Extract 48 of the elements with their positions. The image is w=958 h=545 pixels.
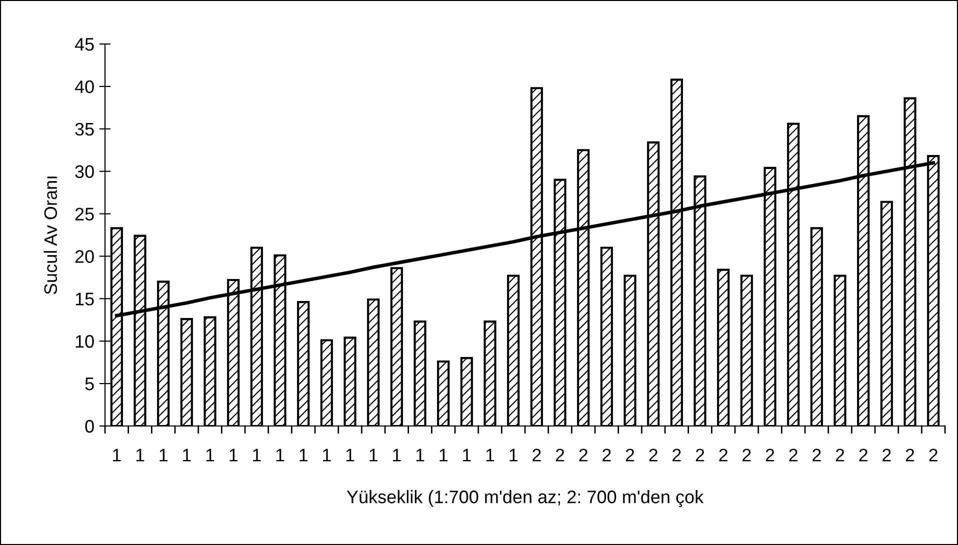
x-tick-label: 2 xyxy=(859,448,868,462)
x-tick-label: 1 xyxy=(230,448,238,462)
y-tick-label: 10 xyxy=(76,335,94,348)
x-tick-label: 2 xyxy=(532,448,541,462)
x-tick-label: 1 xyxy=(323,448,331,462)
x-tick-label: 2 xyxy=(766,448,774,462)
x-tick-label: 1 xyxy=(160,448,168,462)
x-tick-label: 2 xyxy=(602,448,611,462)
x-tick-label: 1 xyxy=(276,448,284,462)
x-tick-label: 2 xyxy=(929,448,938,462)
y-tick-label: 20 xyxy=(75,250,94,263)
x-tick-label: 2 xyxy=(579,448,588,462)
x-tick-label: 2 xyxy=(696,448,704,462)
x-tick-label: 2 xyxy=(789,448,798,462)
x-tick-label: 2 xyxy=(556,448,564,462)
x-tick-label: 2 xyxy=(649,448,658,462)
x-tick-label: 2 xyxy=(742,448,751,462)
y-axis-title: Sucul Av Oranı xyxy=(44,176,58,294)
x-tick-label: 1 xyxy=(183,448,191,462)
x-tick-label: 1 xyxy=(463,448,471,462)
x-tick-label: 2 xyxy=(719,448,728,462)
x-tick-label: 1 xyxy=(136,448,144,462)
x-axis-title: Yükseklik (1:700 m'den az; 2: 700 m'den çok xyxy=(346,490,704,507)
x-tick-label: 2 xyxy=(626,448,634,462)
x-tick-label: 1 xyxy=(440,448,448,462)
y-tick-label: 35 xyxy=(75,122,94,136)
x-tick-label: 2 xyxy=(906,448,914,462)
y-tick-label: 25 xyxy=(75,208,94,220)
y-tick-label: 45 xyxy=(74,38,94,51)
x-tick-label: 1 xyxy=(206,448,214,462)
y-tick-label: 5 xyxy=(85,378,94,390)
x-tick-label: 2 xyxy=(672,448,681,462)
y-tick-label: 15 xyxy=(76,292,94,306)
y-tick-label: 0 xyxy=(85,420,94,433)
x-tick-label: 1 xyxy=(370,448,378,462)
x-tick-label: 1 xyxy=(346,448,354,462)
x-tick-label: 1 xyxy=(393,448,401,462)
x-tick-label: 2 xyxy=(836,448,844,462)
x-tick-label: 2 xyxy=(882,448,891,462)
x-tick-label: 1 xyxy=(510,448,518,462)
x-tick-label: 2 xyxy=(812,448,821,462)
x-tick-label: 1 xyxy=(416,448,424,462)
x-tick-label: 1 xyxy=(113,448,121,462)
x-tick-label: 1 xyxy=(486,448,494,462)
y-tick-label: 40 xyxy=(74,80,94,94)
y-tick-label: 30 xyxy=(75,165,94,178)
x-tick-label: 1 xyxy=(253,448,261,462)
x-tick-label: 1 xyxy=(300,448,308,462)
